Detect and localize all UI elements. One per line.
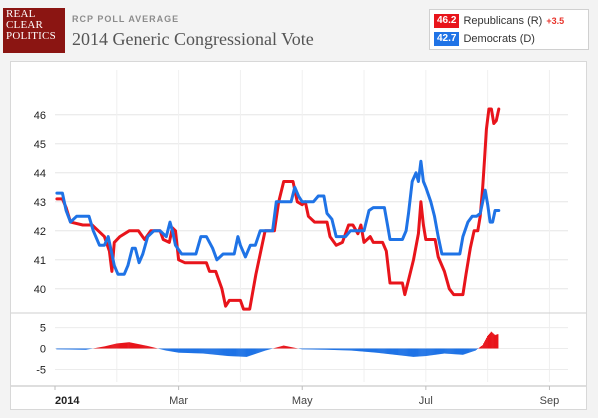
democrats-line <box>55 159 501 276</box>
x-tick-label: Sep <box>540 395 560 407</box>
chart-title: 2014 Generic Congressional Vote <box>72 29 314 49</box>
logo-line-2: CLEAR <box>6 19 44 31</box>
chart-kicker: RCP POLL AVERAGE <box>72 14 180 24</box>
x-tick-label: May <box>292 395 313 407</box>
logo-line-3: POLITICS <box>6 30 56 42</box>
legend-value-democrats: 42.7 <box>434 32 460 46</box>
x-tick-label: Mar <box>169 395 188 407</box>
x-tick-label: 2014 <box>55 395 80 407</box>
spread-tick-label: 5 <box>40 323 46 335</box>
spread-tick-label: -5 <box>36 364 46 376</box>
y-tick-label: 43 <box>34 197 46 209</box>
y-tick-label: 41 <box>34 255 46 267</box>
y-tick-label: 46 <box>34 110 46 122</box>
y-tick-label: 44 <box>34 168 46 180</box>
legend-item-republicans[interactable]: 46.2 Republicans (R) +3.5 <box>434 14 564 28</box>
legend-value-republicans: 46.2 <box>434 14 460 28</box>
legend-spread: +3.5 <box>546 16 565 26</box>
legend-item-democrats[interactable]: 42.7 Democrats (D) <box>434 32 535 46</box>
rcp-logo[interactable]: REAL CLEAR POLITICS <box>3 8 65 53</box>
y-tick-label: 42 <box>34 226 46 238</box>
y-tick-label: 40 <box>34 284 46 296</box>
legend-label-republicans: Republicans (R) <box>463 15 543 27</box>
legend-label-democrats: Democrats (D) <box>463 33 535 45</box>
legend: 46.2 Republicans (R) +3.5 42.7 Democrats… <box>429 9 589 50</box>
spread-tick-label: 0 <box>40 344 46 356</box>
y-tick-label: 45 <box>34 139 46 151</box>
plot-frame <box>10 61 587 410</box>
x-tick-label: Jul <box>419 395 433 407</box>
logo-line-1: REAL <box>6 8 36 20</box>
